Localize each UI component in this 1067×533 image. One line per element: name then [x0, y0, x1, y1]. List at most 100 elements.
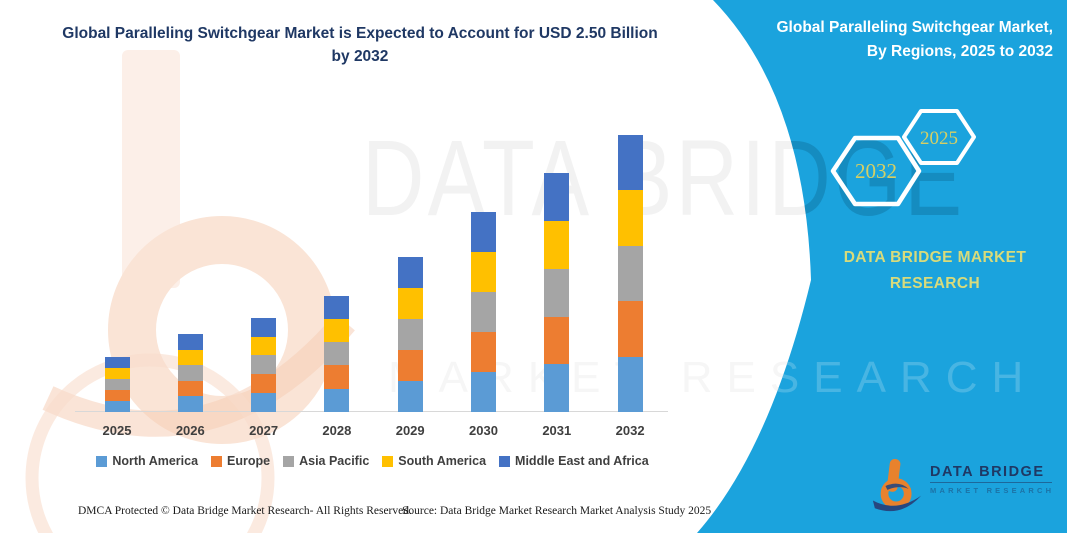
bar-segment: [251, 317, 277, 337]
legend-label: North America: [112, 454, 199, 468]
bar-segment: [324, 318, 350, 343]
year-hexagons: 2032 2025: [830, 109, 976, 207]
bar-segment: [397, 380, 423, 412]
bar-segment: [617, 245, 643, 301]
bar-segment: [471, 212, 496, 253]
x-axis-label: 2027: [249, 423, 279, 438]
x-axis-label: 2031: [542, 423, 572, 438]
bar-segment: [544, 221, 570, 269]
hexagon-2025: [902, 109, 976, 165]
footer-source: Source: Data Bridge Market Research Mark…: [402, 505, 712, 517]
bar-2027: [251, 317, 277, 412]
chart-title-line2: Billion by 2032: [331, 25, 658, 66]
bar-segment: [104, 378, 130, 390]
bar-segment: [471, 252, 496, 293]
legend-item: North America: [96, 454, 198, 468]
logo-text-block: DATA BRIDGE MARKET RESEARCH: [930, 464, 1052, 495]
bar-segment: [617, 190, 643, 246]
bar-segment: [544, 173, 570, 222]
legend-item: Asia Pacific: [283, 454, 369, 468]
bar-2029: [397, 256, 423, 412]
chart-title-line1: Global Paralleling Switchgear Market is …: [62, 25, 607, 42]
panel-brand-line1: DATA BRIDGE MARKET: [843, 249, 1027, 266]
panel-brand-line2: RESEARCH: [889, 274, 981, 292]
bar-segment: [324, 365, 350, 389]
bar-segment: [397, 287, 423, 319]
bar-segment: [177, 396, 203, 412]
hexagon-2025-label: 2025: [920, 128, 958, 149]
x-axis-labels: 2025 2026 2027 2028 2029 2030 2031 2032: [75, 423, 668, 441]
hexagon-2032-label: 2032: [855, 159, 897, 183]
x-axis-label: 2030: [469, 423, 498, 438]
legend-swatch: [283, 455, 295, 467]
company-logo: DATA BRIDGE MARKET RESEARCH: [870, 452, 1055, 522]
legend-swatch: [382, 455, 394, 467]
bar-segment: [104, 356, 130, 368]
x-axis-label: 2029: [395, 423, 425, 438]
bar-segment: [251, 374, 277, 394]
bar-segment: [617, 301, 643, 357]
x-axis-label: 2028: [322, 423, 352, 438]
legend-label: South America: [398, 454, 487, 468]
bar-2025: [104, 356, 130, 412]
bar-segment: [471, 372, 496, 412]
legend-item: Middle East and Africa: [499, 454, 649, 468]
bar-2031: [544, 173, 570, 412]
bar-segment: [324, 388, 350, 412]
plot-area: [75, 110, 668, 412]
bar-segment: [617, 134, 643, 190]
bar-2032: [617, 134, 643, 412]
bar-segment: [104, 400, 130, 412]
chart-title: Global Paralleling Switchgear Market is …: [55, 22, 665, 69]
legend-label: Asia Pacific: [299, 454, 370, 468]
bar-segment: [177, 349, 203, 366]
legend-label: Europe: [227, 454, 271, 468]
bar-segment: [471, 292, 496, 333]
bar-segment: [104, 367, 130, 379]
side-panel-title-line2: By Regions, 2025 to 2032: [866, 43, 1053, 61]
bar-segment: [104, 389, 130, 401]
x-axis-label: 2032: [615, 423, 645, 438]
legend-swatch: [499, 455, 511, 467]
bar-2026: [177, 334, 203, 412]
logo-watermark: [25, 50, 355, 533]
legend-label: Middle East and Africa: [515, 454, 649, 468]
bar-segment: [251, 393, 277, 412]
footer-copyright: DMCA Protected © Data Bridge Market Rese…: [78, 505, 412, 517]
bar-segment: [251, 355, 277, 375]
bar-segment: [177, 334, 203, 350]
bar-segment: [324, 295, 350, 319]
bar-segment: [177, 380, 203, 397]
bar-segment: [397, 256, 423, 288]
bar-2030: [471, 212, 496, 412]
hexagon-2032: [830, 135, 922, 207]
x-axis-line: [75, 411, 668, 412]
x-axis-label: 2026: [175, 423, 205, 438]
chart-legend: North America Europe Asia Pacific South Ame…: [60, 454, 685, 468]
bar-segment: [544, 316, 570, 365]
logo-name: DATA BRIDGE: [930, 464, 1052, 483]
legend-swatch: [96, 455, 108, 467]
side-panel-background: [697, 0, 1067, 533]
legend-swatch: [211, 455, 223, 467]
bar-segment: [617, 356, 643, 412]
legend-item: Europe: [211, 454, 270, 468]
bar-segment: [397, 318, 423, 350]
logo-subtitle: MARKET RESEARCH: [930, 486, 1055, 495]
side-panel-title-line1: Global Paralleling Switchgear Market,: [776, 19, 1053, 36]
bar-segment: [324, 342, 350, 366]
bar-2028: [324, 295, 350, 412]
bar-segment: [251, 336, 277, 356]
bar-segment: [471, 332, 496, 373]
bar-segment: [544, 268, 570, 317]
bar-segment: [177, 365, 203, 381]
panel-brand-text: DATA BRIDGE MARKET RESEARCH: [818, 245, 1052, 296]
bar-segment: [544, 364, 570, 412]
bar-segment: [397, 349, 423, 381]
data-bridge-logo-icon: [872, 459, 922, 512]
x-axis-label: 2025: [102, 423, 132, 438]
legend-item: South America: [382, 454, 486, 468]
side-panel-title: Global Paralleling Switchgear Market, By…: [718, 16, 1053, 64]
